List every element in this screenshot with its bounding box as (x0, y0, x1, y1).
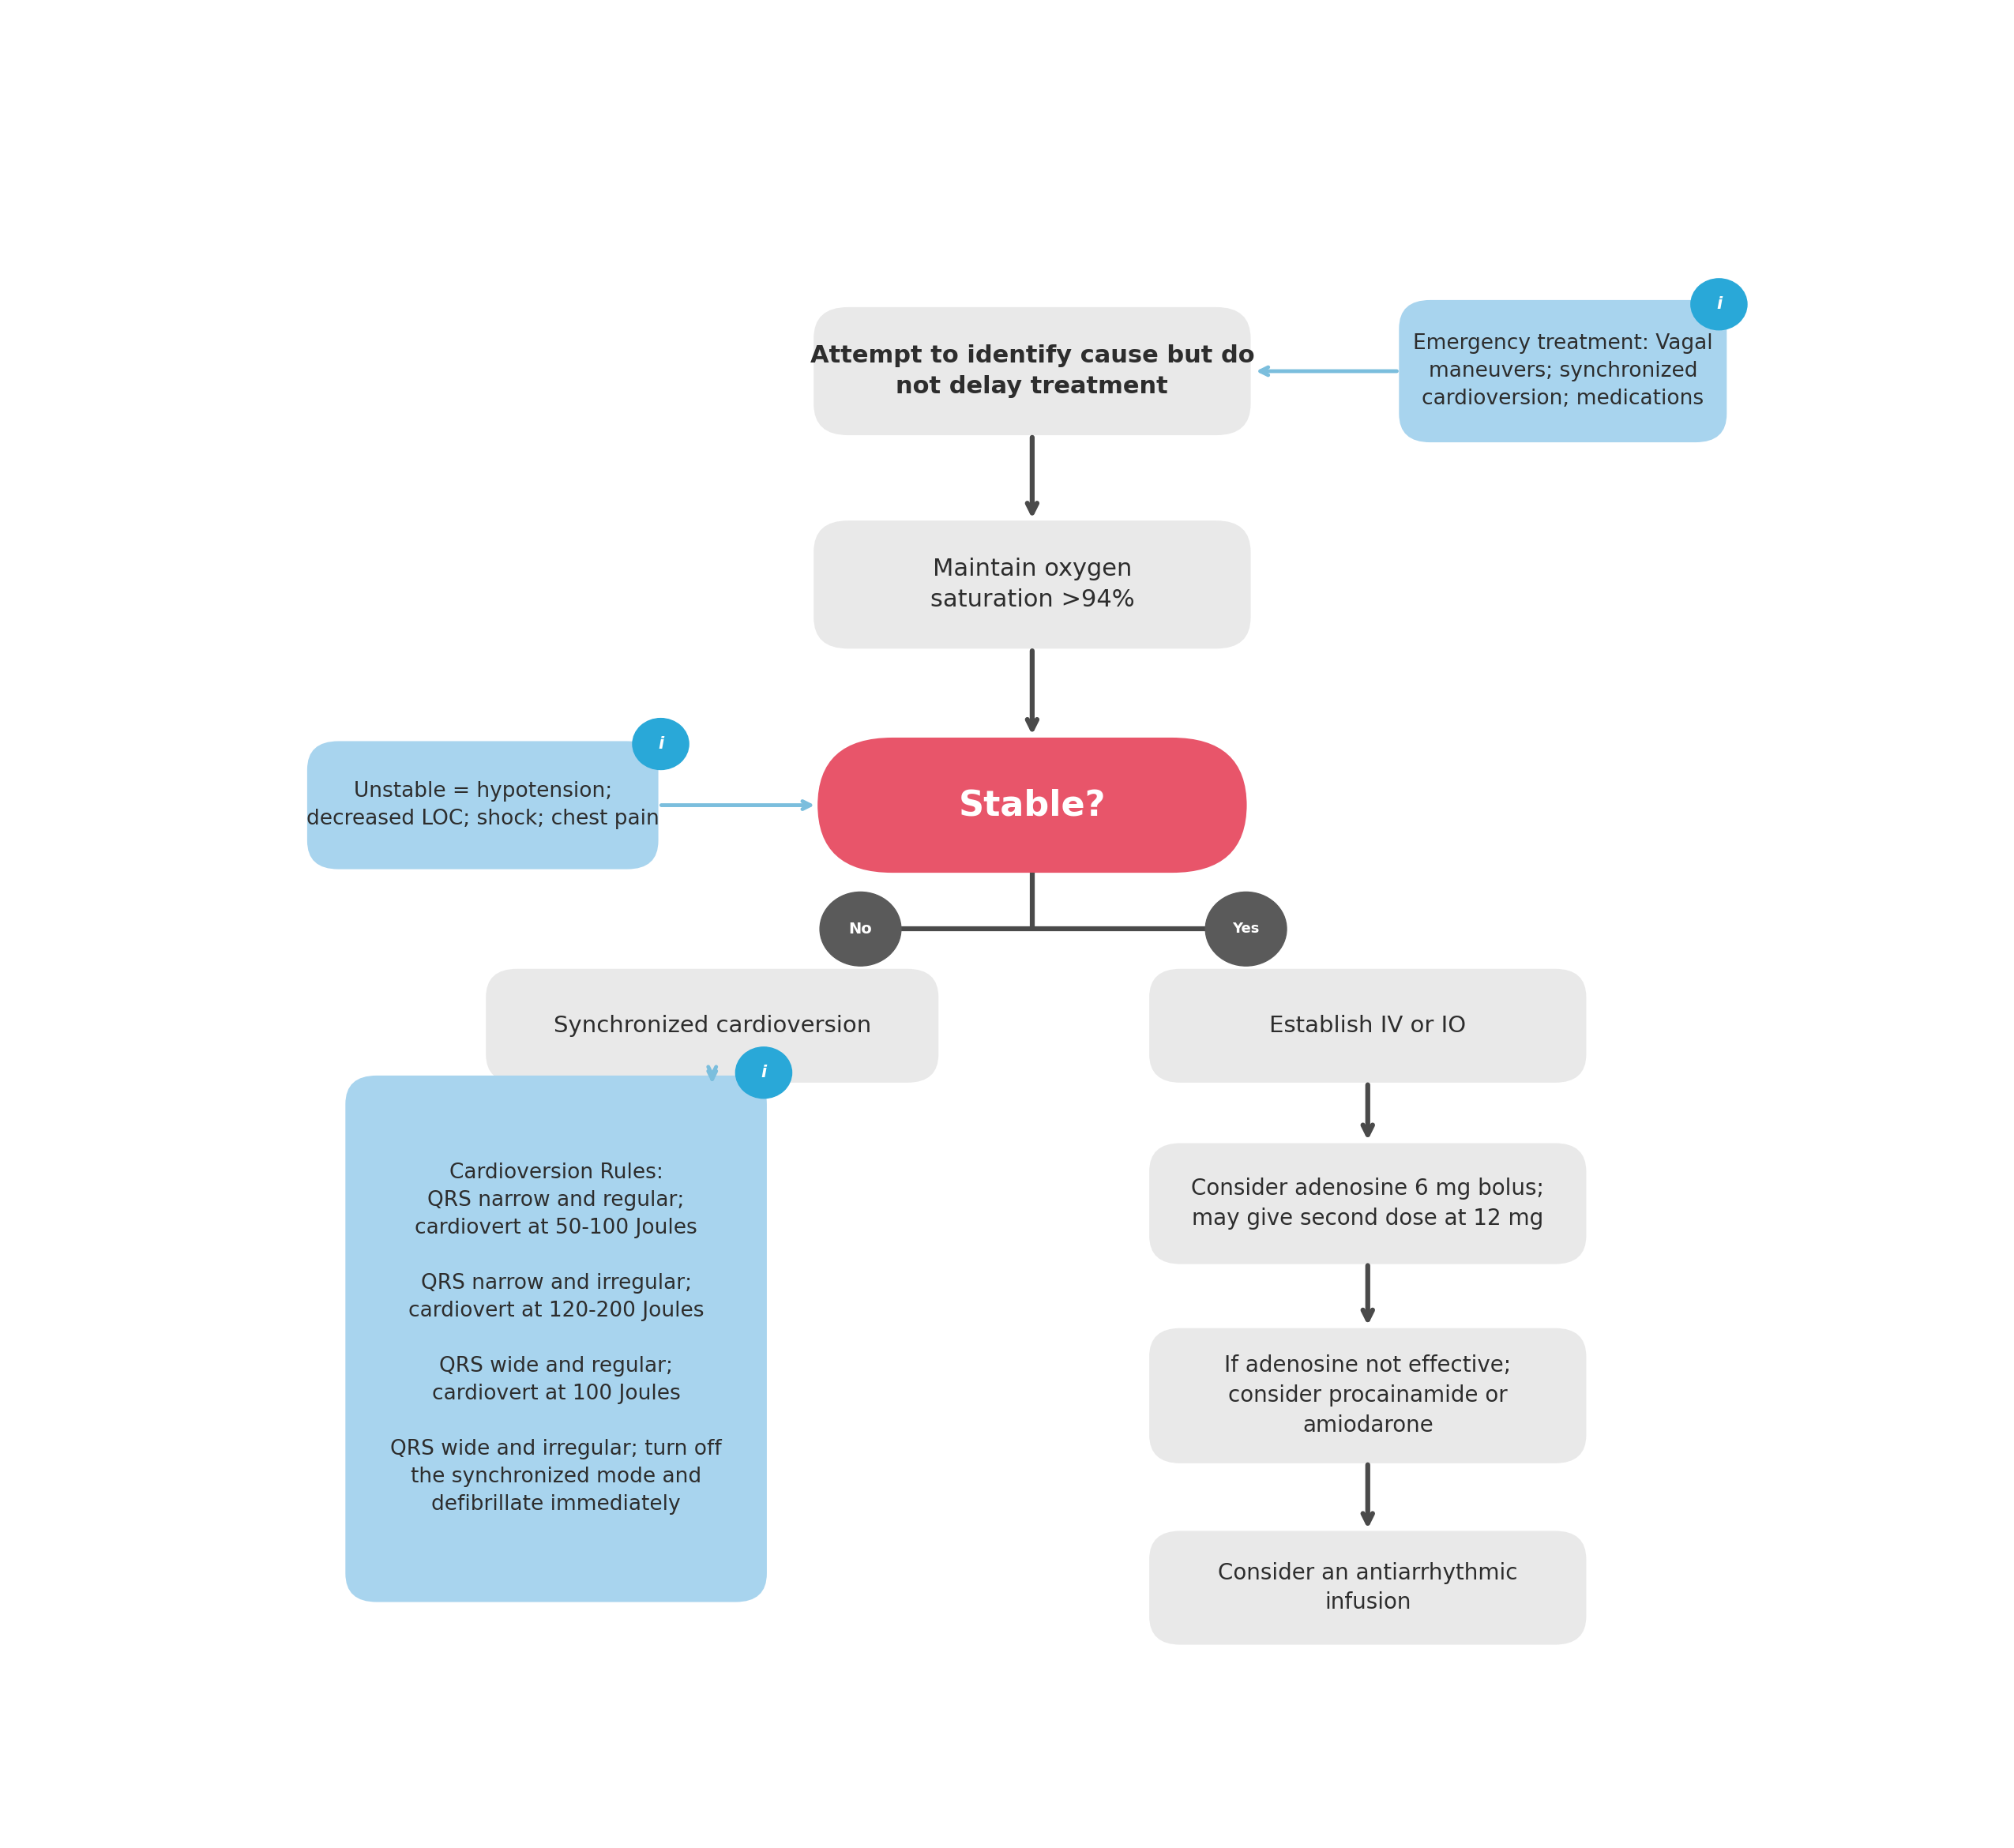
FancyBboxPatch shape (485, 968, 939, 1083)
FancyBboxPatch shape (1150, 1329, 1587, 1464)
FancyBboxPatch shape (1150, 968, 1587, 1083)
Text: i: i (1716, 296, 1722, 312)
Circle shape (735, 1048, 792, 1098)
Text: Emergency treatment: Vagal
maneuvers; synchronized
cardioversion; medications: Emergency treatment: Vagal maneuvers; sy… (1414, 333, 1712, 408)
FancyBboxPatch shape (814, 521, 1251, 649)
FancyBboxPatch shape (346, 1076, 767, 1602)
Text: Consider an antiarrhythmic
infusion: Consider an antiarrhythmic infusion (1218, 1562, 1519, 1613)
FancyBboxPatch shape (1150, 1530, 1587, 1645)
Text: Establish IV or IO: Establish IV or IO (1269, 1015, 1466, 1037)
Circle shape (820, 893, 900, 967)
Text: Attempt to identify cause but do
not delay treatment: Attempt to identify cause but do not del… (810, 344, 1255, 397)
Text: i: i (761, 1064, 767, 1081)
Circle shape (632, 719, 689, 769)
Text: Maintain oxygen
saturation >94%: Maintain oxygen saturation >94% (930, 558, 1134, 612)
Text: Stable?: Stable? (959, 789, 1106, 822)
Text: Cardioversion Rules:
QRS narrow and regular;
cardiovert at 50-100 Joules

QRS na: Cardioversion Rules: QRS narrow and regu… (391, 1162, 721, 1515)
Text: Unstable = hypotension;
decreased LOC; shock; chest pain: Unstable = hypotension; decreased LOC; s… (306, 782, 659, 830)
Text: If adenosine not effective;
consider procainamide or
amiodarone: If adenosine not effective; consider pro… (1225, 1355, 1510, 1436)
FancyBboxPatch shape (814, 307, 1251, 436)
FancyBboxPatch shape (308, 741, 659, 869)
FancyBboxPatch shape (818, 737, 1247, 872)
Circle shape (1206, 893, 1287, 967)
Circle shape (1692, 279, 1746, 331)
FancyBboxPatch shape (1400, 299, 1726, 442)
Text: Synchronized cardioversion: Synchronized cardioversion (554, 1015, 870, 1037)
Text: Yes: Yes (1233, 922, 1259, 937)
Text: i: i (659, 736, 663, 752)
FancyBboxPatch shape (1150, 1144, 1587, 1264)
Text: Consider adenosine 6 mg bolus;
may give second dose at 12 mg: Consider adenosine 6 mg bolus; may give … (1192, 1177, 1545, 1229)
Text: No: No (848, 922, 872, 937)
